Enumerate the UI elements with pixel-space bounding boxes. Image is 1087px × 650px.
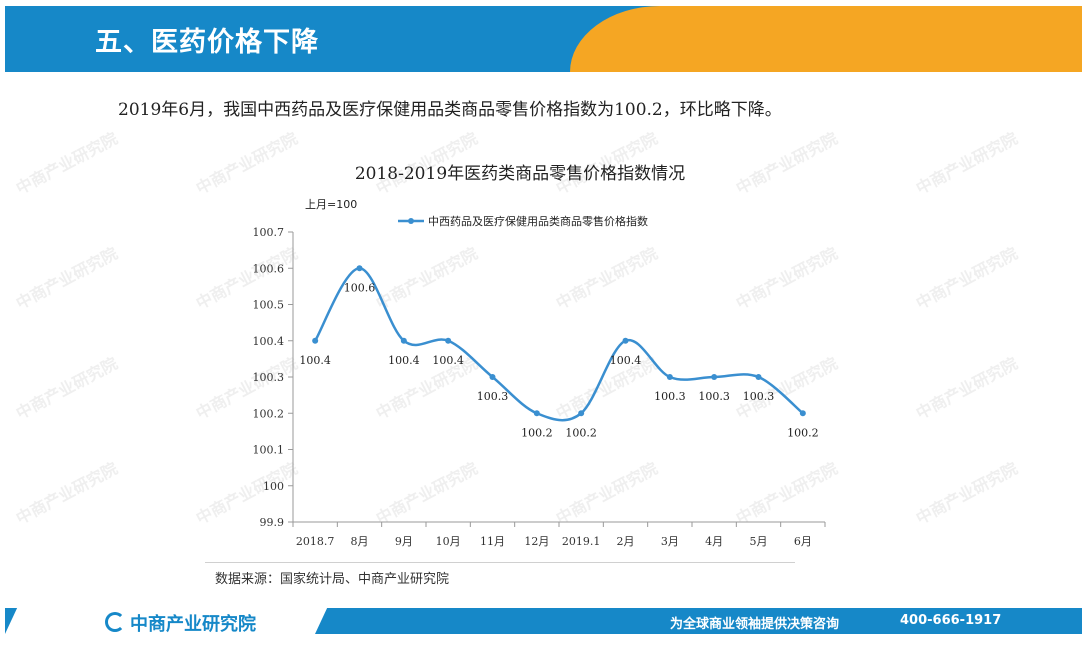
logo-icon <box>105 612 125 632</box>
data-point <box>622 337 629 344</box>
data-label: 100.2 <box>521 426 553 439</box>
watermark-text: 中商产业研究院 <box>12 128 121 199</box>
x-tick-label: 4月 <box>705 535 723 548</box>
x-tick-label: 10月 <box>436 535 461 548</box>
legend-marker <box>408 218 414 224</box>
page-title: 五、医药价格下降 <box>95 27 319 58</box>
y-tick-label: 99.9 <box>260 516 285 529</box>
y-tick-label: 100.7 <box>253 226 285 239</box>
x-tick-label: 11月 <box>480 535 505 548</box>
data-label: 100.3 <box>477 390 509 403</box>
footer-logo-text: 中商产业研究院 <box>130 614 256 634</box>
data-label: 100.2 <box>787 426 819 439</box>
data-label: 100.2 <box>565 426 597 439</box>
data-point <box>578 410 585 417</box>
x-tick-label: 2019.1 <box>562 535 601 548</box>
watermark-text: 中商产业研究院 <box>912 243 1021 314</box>
watermark-text: 中商产业研究院 <box>12 243 121 314</box>
watermark-text: 中商产业研究院 <box>912 128 1021 199</box>
x-tick-label: 12月 <box>524 535 549 548</box>
data-point <box>755 374 762 380</box>
y-tick-label: 100.6 <box>253 262 285 275</box>
x-tick-label: 3月 <box>661 535 679 548</box>
y-tick-label: 100.4 <box>253 335 285 348</box>
data-label: 100.4 <box>299 354 331 367</box>
y-tick-label: 100.5 <box>253 299 285 312</box>
data-point <box>400 337 407 344</box>
watermark-text: 中商产业研究院 <box>12 458 121 529</box>
header-accent <box>570 6 1082 72</box>
intro-text: 2019年6月，我国中西药品及医疗保健用品类商品零售价格指数为100.2，环比略… <box>118 100 782 120</box>
header-banner: 五、医药价格下降 <box>5 6 1082 72</box>
data-label: 100.4 <box>432 354 464 367</box>
watermark-text: 中商产业研究院 <box>912 458 1021 529</box>
data-label: 100.3 <box>743 390 775 403</box>
legend-label: 中西药品及医疗保健用品类商品零售价格指数 <box>428 214 648 228</box>
data-label: 100.4 <box>610 354 642 367</box>
data-point <box>799 410 806 417</box>
unit-label: 上月=100 <box>305 198 357 211</box>
data-point <box>489 374 496 380</box>
x-tick-label: 2月 <box>617 535 635 548</box>
watermark-text: 中商产业研究院 <box>912 353 1021 424</box>
x-tick-label: 8月 <box>351 535 369 548</box>
data-point <box>312 337 319 344</box>
data-point <box>533 410 540 417</box>
data-point <box>445 337 452 344</box>
data-point <box>356 265 363 272</box>
footer-slogan: 为全球商业领袖提供决策咨询 <box>670 617 840 632</box>
y-tick-label: 100.3 <box>253 371 285 384</box>
data-label: 100.3 <box>654 390 686 403</box>
x-tick-label: 9月 <box>395 535 413 548</box>
y-tick-label: 100 <box>263 480 284 493</box>
data-label: 100.4 <box>388 354 420 367</box>
y-tick-label: 100.1 <box>253 444 285 457</box>
data-point <box>711 374 718 380</box>
chart-title: 2018-2019年医药类商品零售价格指数情况 <box>355 164 685 184</box>
source-note: 数据来源：国家统计局、中商产业研究院 <box>215 572 450 587</box>
y-tick-label: 100.2 <box>253 407 285 420</box>
watermark-text: 中商产业研究院 <box>12 353 121 424</box>
source-divider <box>205 562 795 563</box>
footer-bar: 中商产业研究院 为全球商业领袖提供决策咨询 400-666-1917 <box>5 608 1082 634</box>
data-label: 100.6 <box>344 281 376 294</box>
x-tick-label: 5月 <box>750 535 768 548</box>
x-tick-label: 2018.7 <box>296 535 335 548</box>
x-tick-label: 6月 <box>794 535 812 548</box>
data-label: 100.3 <box>698 390 730 403</box>
footer-phone: 400-666-1917 <box>900 613 1002 628</box>
data-point <box>666 374 673 380</box>
